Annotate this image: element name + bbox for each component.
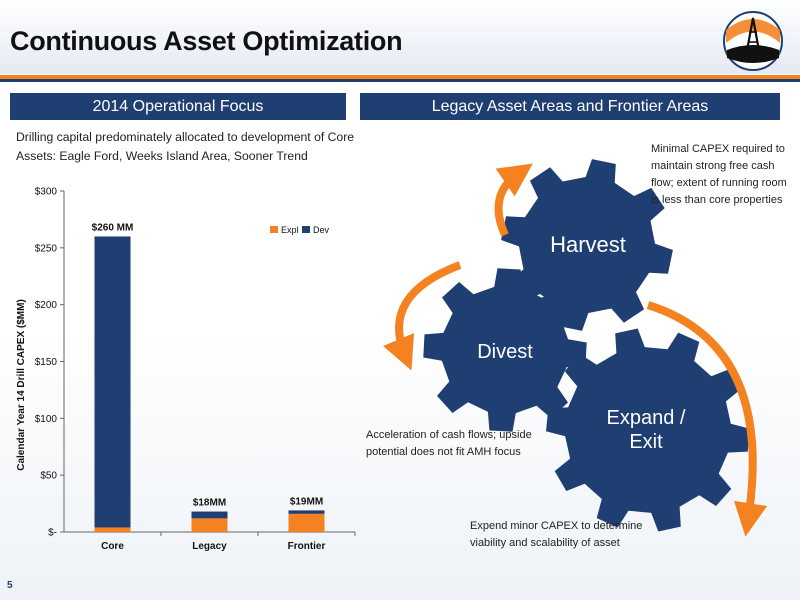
intro-text: Drilling capital predominately allocated… — [16, 130, 355, 163]
bar-dev — [191, 511, 228, 519]
x-tick-label: Core — [101, 541, 124, 552]
y-axis-label: Calendar Year 14 Drill CAPEX ($MM) — [16, 299, 27, 471]
bar-data-label: $19MM — [290, 496, 323, 507]
y-tick-label: $100 — [35, 414, 58, 425]
asset-cycle-diagram: Harvest Divest Expand / Exit — [383, 159, 768, 537]
gear-label-harvest: Harvest — [550, 232, 626, 257]
slide-header: Continuous Asset Optimization — [0, 0, 800, 74]
page-number: 5 — [7, 580, 13, 591]
legend-swatch-expl — [270, 226, 278, 233]
bar-data-label: $260 MM — [92, 222, 134, 233]
slide-title: Continuous Asset Optimization — [10, 26, 403, 56]
bar-data-label: $18MM — [193, 498, 226, 509]
y-tick-label: $200 — [35, 300, 58, 311]
capex-bar-chart: Calendar Year 14 Drill CAPEX ($MM) Expl … — [16, 187, 356, 552]
gear-label-expand: Expand / — [607, 407, 686, 429]
y-tick-label: $- — [48, 528, 57, 539]
gear-harvest — [501, 159, 673, 331]
bar-expl — [94, 527, 131, 532]
gear-label-divest: Divest — [477, 341, 533, 363]
cycle-arrow-right — [646, 301, 768, 537]
section-header-right: Legacy Asset Areas and Frontier Areas — [360, 93, 780, 120]
y-tick-label: $250 — [35, 243, 58, 254]
legend-label-dev: Dev — [313, 225, 330, 235]
x-tick-label: Frontier — [288, 541, 326, 552]
header-rule-blue — [0, 79, 800, 82]
gear-divest — [423, 268, 587, 432]
legend-swatch-dev — [302, 226, 310, 233]
bar-expl — [191, 518, 228, 532]
gear-expand — [546, 328, 750, 532]
y-tick-label: $150 — [35, 357, 58, 368]
company-logo — [723, 11, 783, 71]
y-tick-label: $300 — [35, 187, 58, 198]
harvest-note: Minimal CAPEX required to maintain stron… — [651, 143, 787, 206]
bar-dev — [94, 236, 131, 528]
x-tick-label: Legacy — [192, 541, 227, 552]
section-header-left: 2014 Operational Focus — [10, 93, 346, 120]
divest-note: Acceleration of cash flows; upside poten… — [366, 429, 532, 458]
expand-note: Expend minor CAPEX to determine viabilit… — [470, 520, 643, 549]
cycle-arrow-top — [494, 163, 533, 237]
y-tick-label: $50 — [40, 471, 57, 482]
bar-dev — [288, 510, 325, 514]
cycle-arrow-left — [383, 261, 462, 371]
header-rule-orange — [0, 75, 800, 79]
legend-label-expl: Expl — [281, 225, 299, 235]
gear-label-exit: Exit — [629, 431, 663, 453]
bar-expl — [288, 513, 325, 532]
